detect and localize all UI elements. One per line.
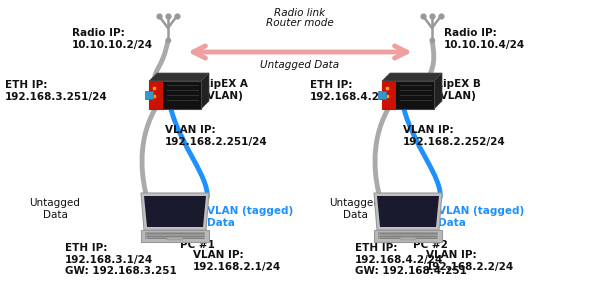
Text: ETH IP:
192.168.4.2/24
GW: 192.168.4.251: ETH IP: 192.168.4.2/24 GW: 192.168.4.251 xyxy=(355,243,467,276)
Text: RipEX B
(VLAN): RipEX B (VLAN) xyxy=(435,79,481,101)
Text: VLAN IP:
192.168.2.2/24: VLAN IP: 192.168.2.2/24 xyxy=(426,250,514,272)
Polygon shape xyxy=(374,193,442,230)
Polygon shape xyxy=(144,196,206,227)
Text: VLAN (tagged)
Data: VLAN (tagged) Data xyxy=(438,206,524,228)
Text: RipEX A
(VLAN): RipEX A (VLAN) xyxy=(202,79,248,101)
FancyBboxPatch shape xyxy=(374,230,442,242)
FancyBboxPatch shape xyxy=(167,237,183,240)
Text: Untagged Data: Untagged Data xyxy=(260,60,340,70)
Text: Untagged
Data: Untagged Data xyxy=(329,198,380,220)
FancyBboxPatch shape xyxy=(378,232,438,239)
FancyBboxPatch shape xyxy=(145,91,153,99)
Polygon shape xyxy=(201,73,209,109)
Text: ETH IP:
192.168.3.1/24
GW: 192.168.3.251: ETH IP: 192.168.3.1/24 GW: 192.168.3.251 xyxy=(65,243,177,276)
FancyBboxPatch shape xyxy=(145,232,205,239)
FancyBboxPatch shape xyxy=(378,91,386,99)
Text: Untagged
Data: Untagged Data xyxy=(29,198,80,220)
Polygon shape xyxy=(377,196,439,227)
Polygon shape xyxy=(382,73,442,81)
FancyBboxPatch shape xyxy=(149,81,163,109)
Text: VLAN IP:
192.168.2.1/24: VLAN IP: 192.168.2.1/24 xyxy=(193,250,281,272)
Text: PC #2: PC #2 xyxy=(413,240,448,250)
FancyBboxPatch shape xyxy=(149,81,201,109)
Text: VLAN IP:
192.168.2.251/24: VLAN IP: 192.168.2.251/24 xyxy=(165,125,268,147)
Polygon shape xyxy=(141,193,209,230)
Polygon shape xyxy=(434,73,442,109)
FancyBboxPatch shape xyxy=(382,81,396,109)
Polygon shape xyxy=(149,73,209,81)
Text: Radio link: Radio link xyxy=(274,8,326,18)
FancyBboxPatch shape xyxy=(141,230,209,242)
Text: ETH IP:
192.168.3.251/24: ETH IP: 192.168.3.251/24 xyxy=(5,80,108,102)
Text: ETH IP:
192.168.4.251/24: ETH IP: 192.168.4.251/24 xyxy=(310,80,413,102)
Text: Router mode: Router mode xyxy=(266,18,334,28)
FancyBboxPatch shape xyxy=(400,237,416,240)
FancyBboxPatch shape xyxy=(382,81,434,109)
Text: Radio IP:
10.10.10.2/24: Radio IP: 10.10.10.2/24 xyxy=(72,28,153,50)
Text: Radio IP:
10.10.10.4/24: Radio IP: 10.10.10.4/24 xyxy=(444,28,525,50)
Text: VLAN (tagged)
Data: VLAN (tagged) Data xyxy=(207,206,293,228)
Text: PC #1: PC #1 xyxy=(180,240,215,250)
Text: VLAN IP:
192.168.2.252/24: VLAN IP: 192.168.2.252/24 xyxy=(403,125,506,147)
